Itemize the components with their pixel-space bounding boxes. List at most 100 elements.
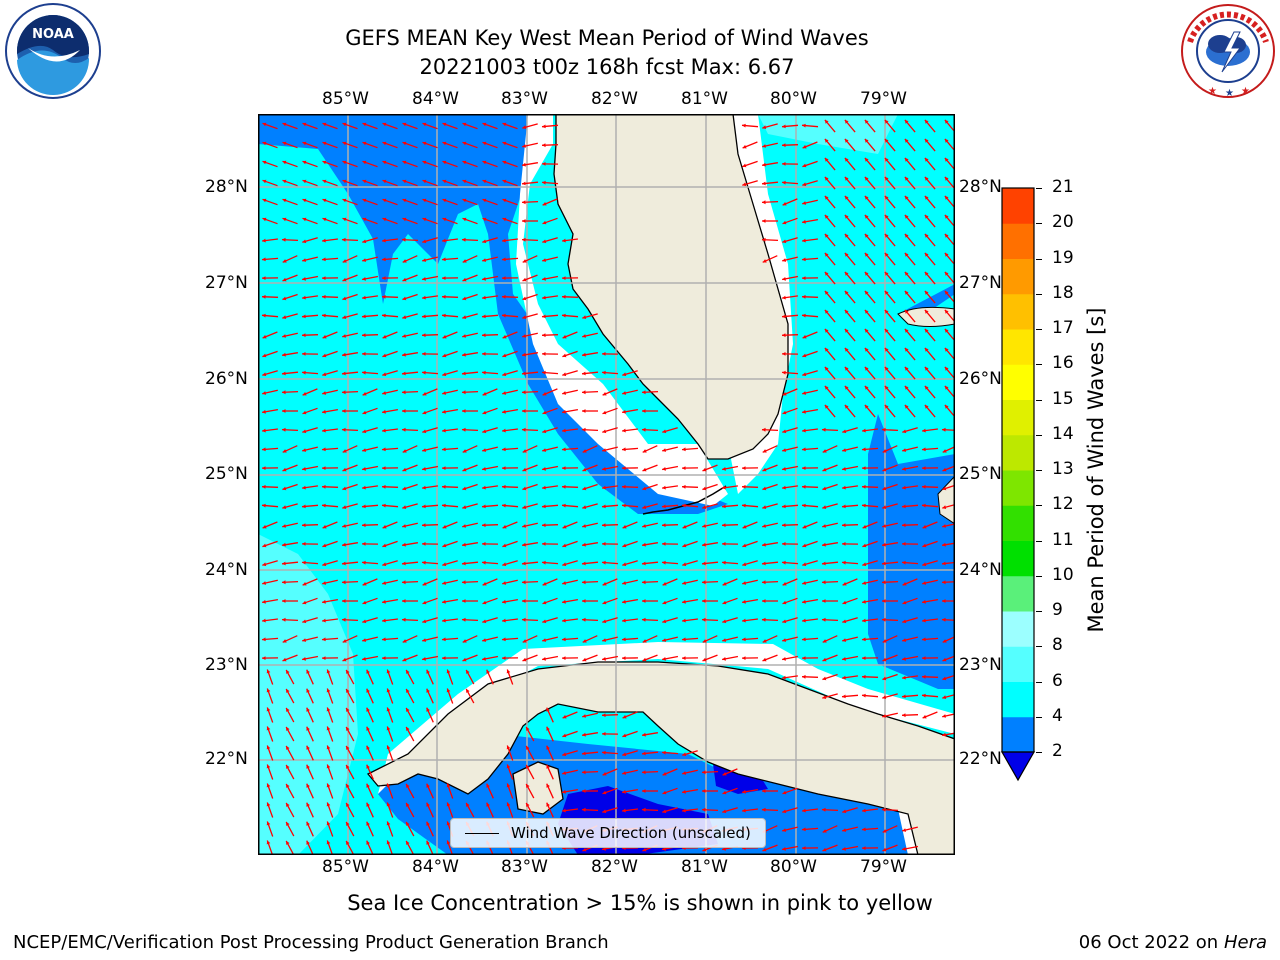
wind-wave-arrowhead	[702, 617, 706, 622]
wind-wave-arrowhead	[466, 802, 470, 807]
colorbar-tick-label: 6	[1052, 670, 1063, 691]
wind-wave-arrowhead	[782, 847, 786, 851]
colorbar-tick-mark	[1036, 399, 1042, 401]
lat-label-right: 28°N	[959, 177, 1002, 197]
wind-wave-arrowhead	[522, 427, 526, 432]
wind-wave-arrowhead	[802, 219, 806, 224]
lon-label-bottom: 82°W	[591, 857, 638, 877]
wind-wave-arrowhead	[262, 160, 267, 165]
wind-wave-arrowhead	[402, 277, 407, 282]
wind-wave-arrowhead	[482, 485, 486, 490]
wind-wave-arrowhead	[462, 217, 467, 222]
colorbar-tick-mark	[1036, 611, 1042, 612]
wind-wave-arrowhead	[602, 392, 607, 396]
wind-wave-arrowhead	[662, 467, 666, 471]
wind-wave-arrowhead	[546, 745, 550, 750]
wind-wave-arrowhead	[402, 486, 407, 491]
wind-wave-arrowhead	[902, 694, 906, 699]
wind-wave-arrowhead	[542, 180, 546, 185]
wind-wave-arrowhead	[442, 466, 446, 470]
wind-wave-arrowhead	[862, 503, 866, 508]
wind-wave-arrowhead	[822, 695, 827, 699]
wind-wave-arrowhead	[762, 427, 766, 432]
wind-wave-arrowhead	[802, 163, 807, 168]
wind-wave-arrowhead	[844, 252, 849, 257]
wind-wave-arrowhead	[602, 638, 607, 642]
wind-wave-arrowhead	[942, 657, 947, 662]
colorbar-tick-mark	[1036, 470, 1042, 471]
wind-wave-arrowhead	[502, 179, 507, 184]
wind-wave-arrowhead	[302, 448, 307, 452]
wind-wave-arrowhead	[522, 505, 527, 509]
wind-wave-arrowhead	[742, 581, 747, 585]
wind-wave-arrowhead	[442, 160, 447, 165]
wind-wave-arrowhead	[342, 657, 347, 662]
wind-wave-arrowhead	[762, 144, 766, 148]
wind-wave-arrowhead	[582, 467, 587, 472]
wind-wave-arrowhead	[782, 828, 787, 832]
wind-wave-arrowhead	[924, 385, 929, 390]
wind-wave-arrowhead	[582, 789, 586, 793]
wind-wave-arrowhead	[322, 353, 327, 358]
wind-wave-arrowhead	[302, 467, 306, 471]
wind-wave-arrowhead	[442, 122, 447, 127]
wind-wave-arrowhead	[622, 543, 627, 548]
wind-wave-arrowhead	[462, 427, 466, 432]
wind-wave-arrowhead	[782, 314, 786, 319]
wind-wave-arrowhead	[402, 505, 407, 509]
wind-wave-arrowhead	[562, 294, 566, 299]
wind-wave-arrowhead	[542, 448, 547, 452]
wind-wave-arrowhead	[302, 160, 307, 165]
wind-wave-arrowhead	[322, 656, 326, 660]
wind-wave-arrowhead	[562, 466, 566, 470]
wind-wave-arrowhead	[282, 657, 287, 662]
wind-wave-arrowhead	[842, 523, 846, 528]
wind-wave-arrowhead	[562, 789, 566, 794]
wind-wave-arrowhead	[322, 581, 327, 585]
wind-wave-arrowhead	[302, 504, 306, 509]
wind-wave-arrowhead	[642, 751, 646, 756]
wind-wave-arrowhead	[362, 467, 366, 471]
wind-wave-arrowhead	[386, 745, 391, 750]
wind-wave-arrowhead	[844, 119, 849, 124]
wind-wave-arrowhead	[702, 807, 706, 812]
wind-wave-arrowhead	[282, 122, 287, 127]
wind-wave-arrowhead	[362, 239, 367, 244]
wind-wave-arrowhead	[702, 524, 706, 528]
colorbar-segment	[1002, 646, 1034, 682]
wind-wave-arrowhead	[506, 745, 511, 750]
wind-wave-arrowhead	[702, 657, 707, 662]
colorbar-tick-mark	[1036, 505, 1042, 507]
wind-wave-arrowhead	[822, 599, 826, 603]
wind-wave-arrowhead	[322, 276, 326, 280]
wind-wave-arrowhead	[682, 752, 687, 757]
wind-wave-arrowhead	[422, 217, 427, 222]
wind-wave-arrowhead	[282, 160, 287, 165]
wind-wave-arrowhead	[602, 448, 607, 452]
wind-wave-arrowhead	[302, 370, 306, 375]
wind-wave-arrowhead	[922, 581, 927, 585]
wind-wave-arrowhead	[842, 448, 847, 452]
wind-wave-arrowhead	[526, 726, 530, 731]
wind-wave-arrowhead	[862, 524, 867, 529]
wind-wave-arrowhead	[864, 309, 869, 314]
wind-wave-arrowhead	[602, 772, 607, 776]
wind-wave-arrowhead	[924, 366, 929, 371]
wind-wave-arrowhead	[762, 486, 767, 491]
wind-wave-arrowhead	[482, 638, 487, 642]
wind-wave-arrowhead	[642, 524, 646, 528]
wind-wave-arrowhead	[306, 726, 310, 731]
wind-wave-arrowhead	[322, 372, 327, 377]
wind-wave-arrowhead	[346, 688, 350, 693]
wind-wave-arrowhead	[682, 447, 686, 452]
wind-wave-arrowhead	[602, 582, 607, 586]
wind-wave-arrowhead	[944, 328, 949, 333]
wind-wave-arrowhead	[482, 141, 487, 146]
noaa-logo-icon: NOAA	[5, 3, 101, 99]
wind-wave-arrowhead	[362, 141, 367, 146]
wind-wave-arrowhead	[884, 119, 889, 124]
wind-wave-arrowhead	[362, 217, 367, 222]
wind-wave-arrowhead	[482, 467, 486, 471]
wind-wave-arrowhead	[302, 217, 307, 222]
wind-wave-arrowhead	[902, 582, 907, 586]
